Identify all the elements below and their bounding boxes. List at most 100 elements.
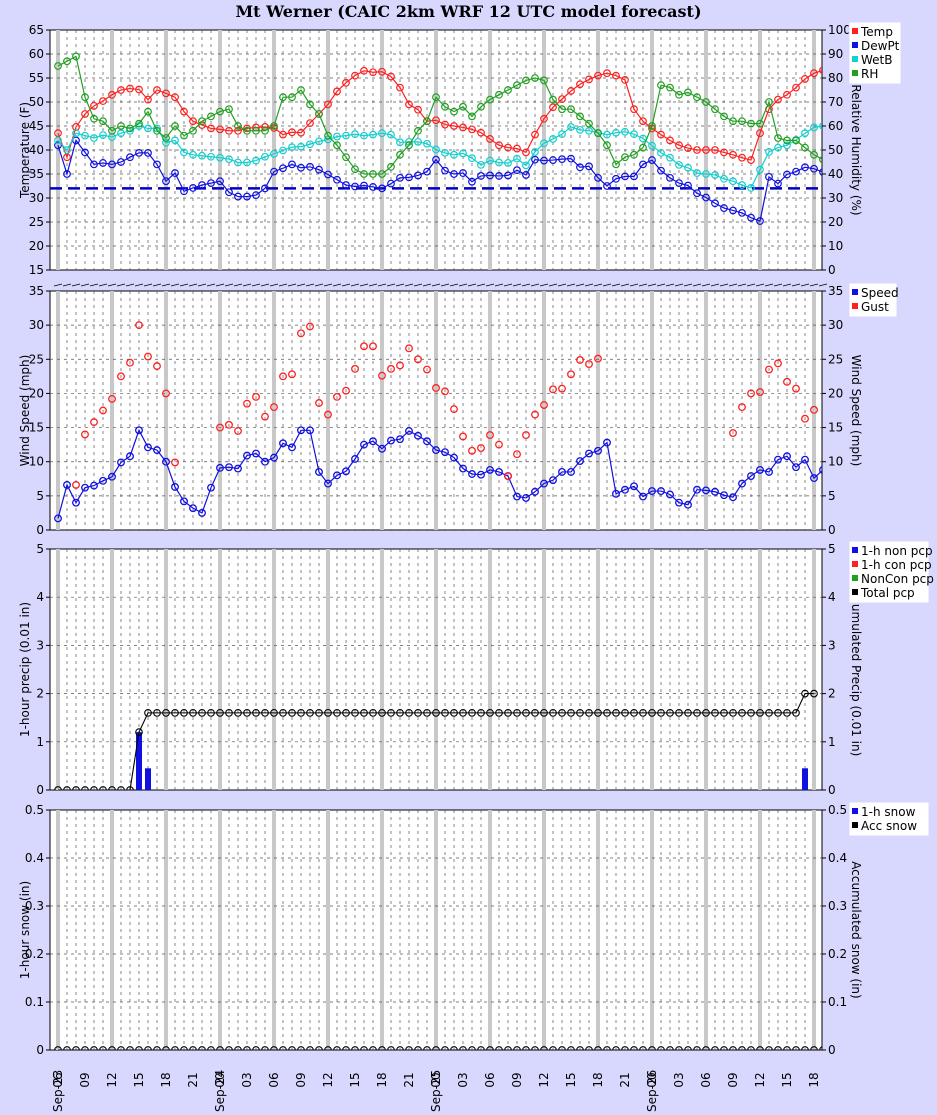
wind-direction-arrow <box>134 283 144 287</box>
data-point-acc-snow <box>621 1046 629 1050</box>
wind-direction-arrow <box>224 283 234 287</box>
y-right-tick-label: 4 <box>828 590 836 604</box>
data-point-temp <box>369 68 377 77</box>
wind-direction-arrow <box>791 283 801 287</box>
data-point-total <box>612 709 620 717</box>
data-point-wetb <box>810 123 818 132</box>
x-tick-label: 09 <box>78 1072 92 1087</box>
data-point-wetb <box>396 138 404 147</box>
data-point-wetb <box>162 138 170 147</box>
wind-direction-arrow <box>782 283 792 287</box>
y-right-tick-label: 0 <box>828 1043 836 1057</box>
data-point-wetb <box>72 129 80 138</box>
data-point-temp <box>756 129 764 138</box>
data-point-temp <box>513 144 521 153</box>
wind-direction-arrow <box>98 283 108 287</box>
data-point-temp <box>666 136 674 145</box>
data-point-speed <box>189 504 197 513</box>
y-tick-label: 45 <box>29 119 44 133</box>
data-point-rh <box>306 100 314 109</box>
data-point-rh <box>405 141 413 150</box>
data-point-rh <box>387 162 395 171</box>
data-point-dewpt <box>783 170 791 179</box>
data-point-total <box>720 709 728 717</box>
data-point-temp <box>207 124 215 133</box>
data-point-dewpt <box>756 217 764 225</box>
data-point-temp <box>783 90 791 99</box>
y-right-tick-label: 20 <box>828 215 843 229</box>
y-tick-label: 5 <box>36 489 44 503</box>
wind-direction-arrow <box>152 283 162 287</box>
data-point-rh <box>198 117 206 126</box>
legend-label: Acc snow <box>861 819 917 833</box>
data-point-rh <box>657 81 665 90</box>
data-point-wetb <box>603 130 611 139</box>
data-point-acc-snow <box>594 1046 602 1050</box>
data-point-speed <box>297 426 305 435</box>
data-point-acc-snow <box>450 1046 458 1050</box>
data-point-gust <box>234 427 242 435</box>
wind-direction-arrow <box>728 283 738 287</box>
data-point-wetb <box>738 181 746 189</box>
data-point-rh <box>639 143 647 152</box>
wind-direction-arrow <box>512 283 522 287</box>
data-point-wetb <box>865 130 872 137</box>
data-point-total <box>306 709 314 717</box>
wind-direction-arrow <box>539 283 549 287</box>
wind-direction-arrow <box>674 283 684 287</box>
y-right-tick-label: 100 <box>828 23 851 37</box>
series-line-wetb <box>57 125 822 189</box>
data-point-temp <box>621 76 629 84</box>
data-point-total <box>666 709 674 717</box>
data-point-temp <box>99 97 107 105</box>
wind-direction-arrow <box>431 283 441 287</box>
data-point-speed <box>540 479 548 488</box>
data-point-gust <box>297 329 305 338</box>
data-point-rh <box>432 93 440 102</box>
data-point-gust <box>144 352 152 361</box>
data-point-acc-snow <box>306 1046 314 1050</box>
data-point-wetb <box>423 139 431 148</box>
data-point-dewpt <box>450 170 458 178</box>
data-point-acc-snow <box>639 1046 647 1050</box>
data-point-total <box>486 709 494 717</box>
y-tick-label: 65 <box>29 23 44 37</box>
data-point-gust <box>90 418 98 427</box>
wind-direction-arrow <box>566 283 576 287</box>
data-point-wetb <box>819 122 822 130</box>
data-point-rh <box>135 119 143 128</box>
wind-direction-arrow <box>683 283 693 287</box>
y-right-tick-label: 25 <box>828 352 843 366</box>
data-point-dewpt <box>216 177 224 186</box>
data-point-temp <box>90 101 98 110</box>
data-point-temp <box>306 119 314 128</box>
x-tick-label: 06 <box>51 1072 65 1087</box>
data-point-speed <box>729 493 737 502</box>
data-point-temp <box>342 78 350 87</box>
data-point-gust <box>315 399 323 407</box>
y-axis-label: 1-hour precip (0.01 in) <box>18 602 32 737</box>
data-point-wetb <box>63 146 71 154</box>
data-point-speed <box>171 483 179 491</box>
data-point-temp <box>774 95 782 104</box>
data-point-dewpt <box>729 206 737 215</box>
data-point-gust <box>135 321 143 330</box>
data-point-wetb <box>261 152 269 161</box>
data-point-rh <box>333 141 341 150</box>
data-point-dewpt <box>531 155 539 164</box>
data-point-gust <box>522 431 530 440</box>
wind-direction-arrow <box>701 283 711 287</box>
y-tick-label: 35 <box>29 167 44 181</box>
data-point-gust <box>513 450 521 459</box>
data-point-wetb <box>333 132 341 141</box>
data-point-acc-snow <box>378 1046 386 1050</box>
wind-direction-arrow <box>170 283 180 287</box>
data-point-wetb <box>297 142 305 151</box>
data-point-gust <box>450 405 458 414</box>
data-point-rh <box>810 150 818 159</box>
data-point-temp <box>459 123 467 132</box>
data-point-acc-snow <box>675 1046 683 1050</box>
legend-swatch <box>852 575 858 581</box>
data-point-total <box>783 709 791 717</box>
